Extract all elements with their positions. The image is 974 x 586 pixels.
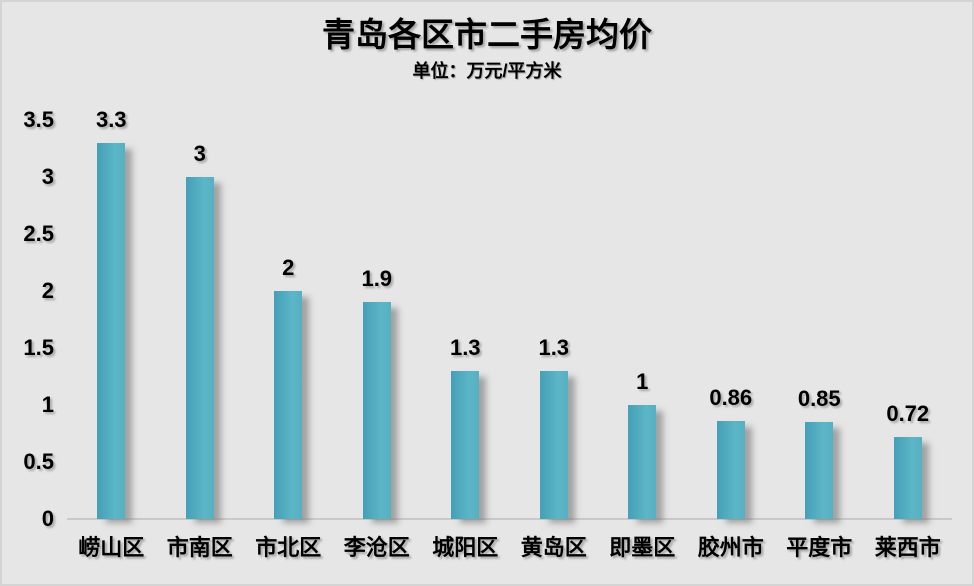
value-label: 0.85	[797, 386, 841, 412]
category-slot: 3 市南区	[156, 120, 245, 561]
category-slot: 1.9 李沧区	[333, 120, 422, 560]
bar	[628, 405, 657, 519]
bar	[805, 422, 834, 519]
value-label: 2	[282, 255, 295, 280]
y-tick-label: 3	[41, 164, 54, 189]
category-slot: 1 即墨区	[598, 120, 687, 561]
chart-subtitle: 单位：万元/平方米	[412, 61, 562, 81]
y-tick-label: 1	[41, 392, 54, 417]
bar	[716, 420, 745, 519]
y-tick-label: 2.5	[23, 221, 54, 246]
bar	[362, 302, 391, 519]
category-slot: 0.85 平度市	[775, 120, 864, 560]
category-slot: 3.3 崂山区	[67, 107, 156, 560]
y-axis: 0 0.5 1 1.5 2 2.5 3 3.5	[2, 107, 54, 531]
value-label: 1.3	[538, 334, 570, 360]
value-label: 1	[636, 369, 649, 394]
bar	[451, 370, 480, 519]
x-tick-label: 胶州市	[697, 535, 764, 560]
y-tick-label: 0.5	[23, 449, 54, 474]
chart-title: 青岛各区市二手房均价	[322, 16, 652, 53]
value-label: 0.72	[886, 400, 930, 426]
bar	[893, 436, 922, 519]
y-tick-label: 0	[41, 506, 54, 531]
x-tick-label: 即墨区	[609, 535, 676, 560]
x-tick-label: 城阳区	[432, 535, 499, 560]
x-tick-label: 市北区	[255, 535, 322, 560]
category-slot: 1.3 城阳区	[421, 120, 510, 560]
x-tick-label: 市南区	[166, 535, 233, 560]
y-tick-label: 3.5	[23, 107, 54, 132]
value-label: 3.3	[95, 106, 127, 132]
bar	[274, 291, 303, 519]
value-label: 0.86	[709, 384, 753, 410]
x-tick-label: 莱西市	[874, 535, 941, 560]
x-tick-label: 李沧区	[343, 535, 410, 560]
bar	[185, 177, 214, 519]
value-label: 3	[193, 141, 206, 166]
category-slot: 0.86 胶州市	[687, 120, 776, 560]
category-slot: 2 市北区	[244, 120, 333, 561]
x-axis-line	[67, 518, 952, 520]
x-tick-label: 崂山区	[78, 535, 145, 560]
x-tick-label: 黄岛区	[520, 535, 587, 560]
value-label: 1.3	[449, 334, 481, 360]
y-tick-label: 1.5	[23, 335, 54, 360]
bar	[539, 370, 568, 519]
bar	[97, 142, 126, 519]
plot-area: 3.3 崂山区 3 市南区 2 市北区 1.9 李沧区 1.3 城阳区 1.3 黄岛区 1 即墨区 0.86…	[67, 107, 953, 561]
value-label: 1.9	[361, 266, 393, 292]
category-slot: 0.72 莱西市	[864, 120, 953, 560]
y-tick-label: 2	[41, 278, 54, 303]
category-slot: 1.3 黄岛区	[510, 120, 599, 560]
x-tick-label: 平度市	[786, 535, 853, 560]
